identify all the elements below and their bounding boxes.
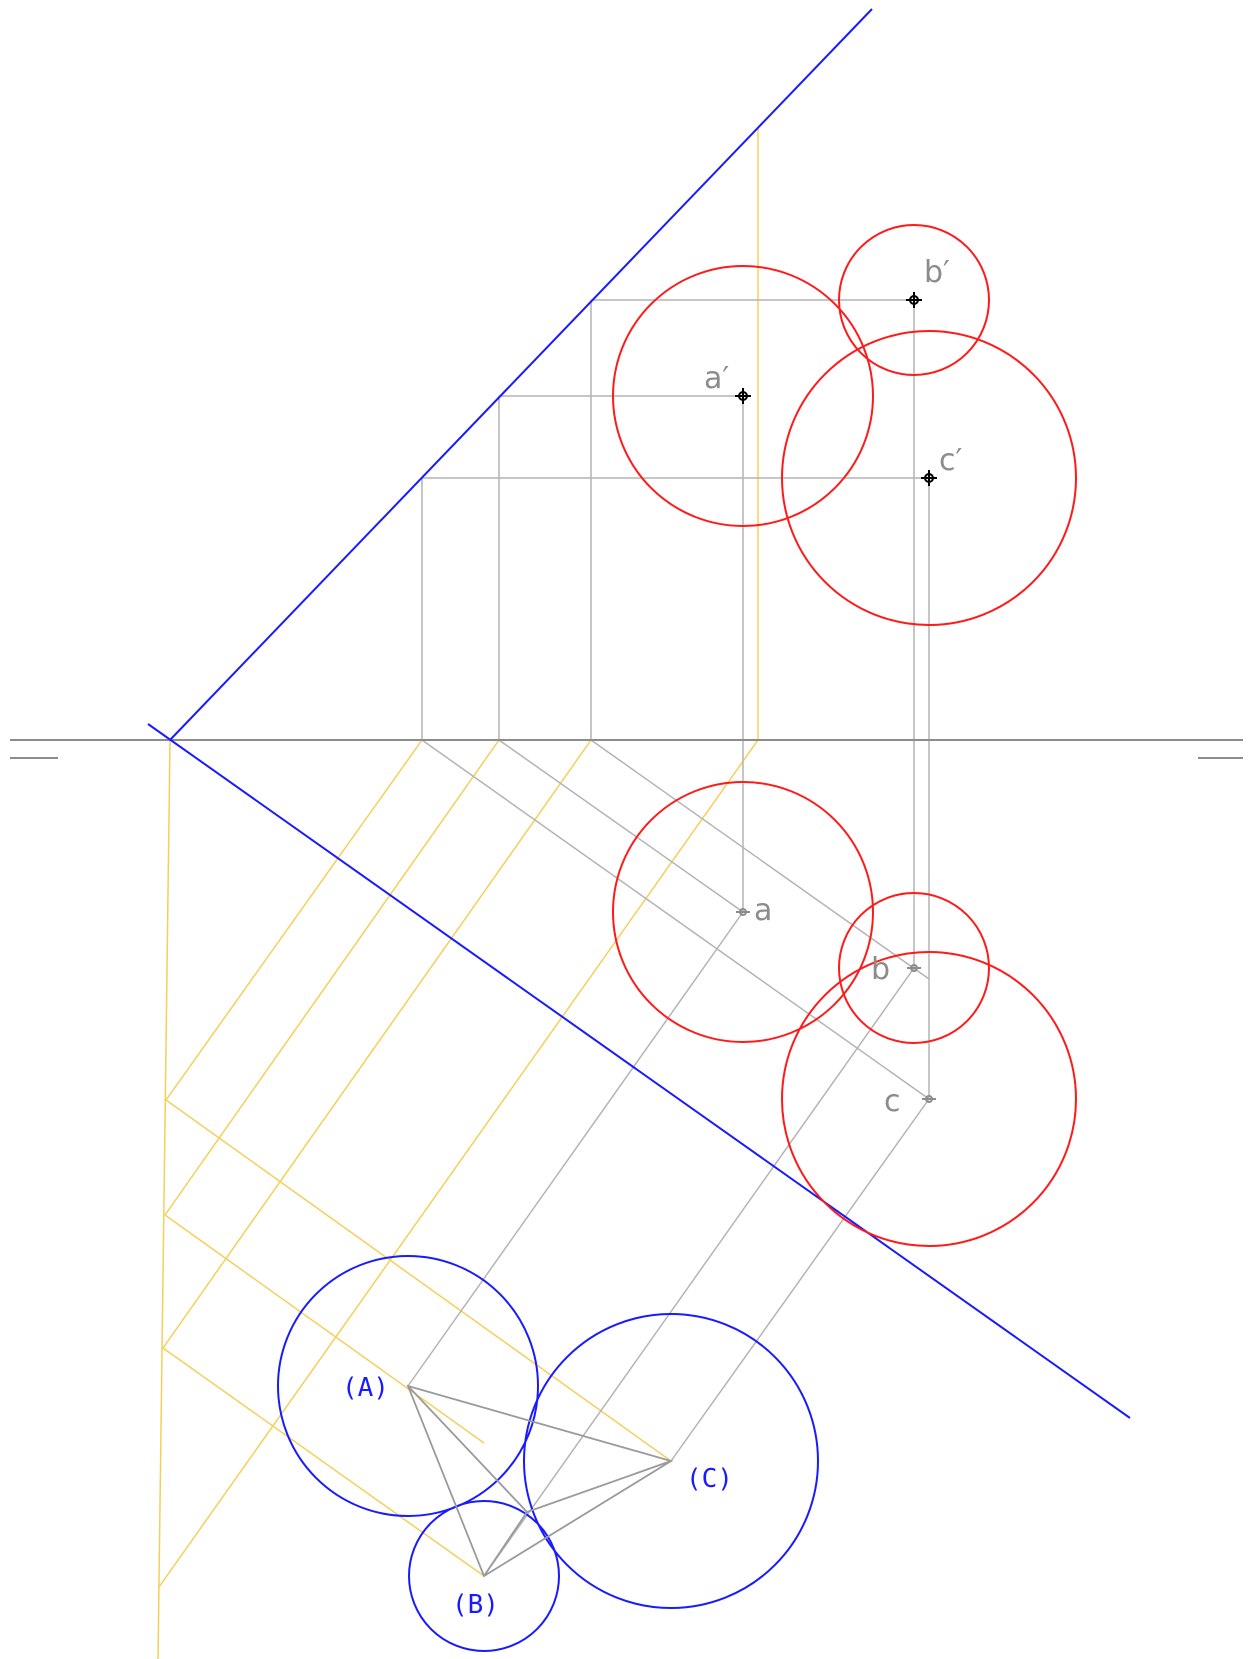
- circle-a: [612, 781, 874, 1043]
- label-b: b: [871, 952, 890, 987]
- red-circles: [612, 224, 1077, 1247]
- point-markers: [735, 292, 937, 1103]
- marker-b: [907, 964, 921, 972]
- transfer-line-b: [483, 967, 915, 1577]
- folding-line-lower: [147, 723, 1131, 1419]
- yellow-diagonal-3: [162, 739, 592, 1349]
- circle-B: [408, 1500, 560, 1652]
- marker-a: [736, 908, 750, 916]
- yellow-perp-2: [164, 1214, 485, 1444]
- circle-C: [523, 1313, 819, 1609]
- label-C: (C): [686, 1464, 733, 1494]
- marker-c-prime: [921, 470, 937, 486]
- circle-b-prime: [838, 224, 990, 376]
- marker-c: [922, 1095, 936, 1103]
- transfer-line-c: [670, 1098, 930, 1462]
- circle-a-prime: [612, 265, 874, 527]
- yellow-diagonal-4: [158, 739, 759, 1588]
- yellow-perp-3: [162, 1347, 485, 1577]
- blue-circles: [277, 1255, 819, 1652]
- triangle-ABC: [406, 1384, 674, 1578]
- yellow-reference-lines: [157, 127, 759, 1659]
- line-A-to-tangent: [407, 1385, 528, 1513]
- yellow-diagonal-1: [165, 739, 423, 1101]
- ground-line: [10, 739, 1243, 759]
- label-a: a: [754, 893, 772, 928]
- labels: a′ b′ c′ a b c (A) (B) (C): [342, 255, 962, 1620]
- folding-line-upper: [169, 8, 873, 741]
- rotation-line-c: [421, 739, 930, 1100]
- circle-c: [781, 951, 1077, 1247]
- line-C-to-tangent: [526, 1460, 672, 1513]
- circle-A: [277, 1255, 539, 1517]
- label-c-prime: c′: [939, 443, 962, 478]
- label-A: (A): [342, 1373, 389, 1403]
- folding-lines: [147, 8, 1131, 1419]
- label-B: (B): [452, 1590, 499, 1620]
- circle-c-prime: [781, 330, 1077, 626]
- construction-lines: [407, 299, 930, 1577]
- circle-b: [838, 892, 990, 1044]
- marker-a-prime: [735, 388, 751, 404]
- rotation-line-a: [498, 739, 744, 913]
- line-B-to-tangent: [483, 1511, 528, 1577]
- triangle-construction: [406, 1384, 674, 1578]
- yellow-axis-line: [157, 739, 171, 1659]
- yellow-diagonal-2: [164, 739, 500, 1216]
- transfer-line-a: [407, 911, 744, 1387]
- yellow-perp-1: [165, 1099, 672, 1462]
- marker-b-prime: [906, 292, 922, 308]
- rotation-line-b: [590, 739, 930, 980]
- label-a-prime: a′: [704, 361, 729, 396]
- label-b-prime: b′: [924, 255, 950, 290]
- label-c: c: [884, 1084, 901, 1119]
